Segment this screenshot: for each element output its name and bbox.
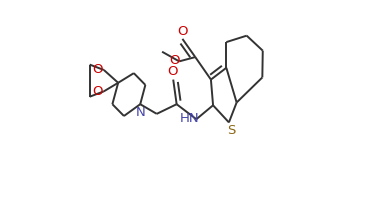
Text: O: O — [92, 85, 103, 98]
Text: S: S — [227, 124, 236, 137]
Text: N: N — [135, 106, 145, 119]
Text: O: O — [177, 25, 188, 38]
Text: O: O — [169, 55, 180, 67]
Text: O: O — [92, 63, 103, 76]
Text: O: O — [167, 65, 177, 78]
Text: HN: HN — [180, 112, 199, 125]
